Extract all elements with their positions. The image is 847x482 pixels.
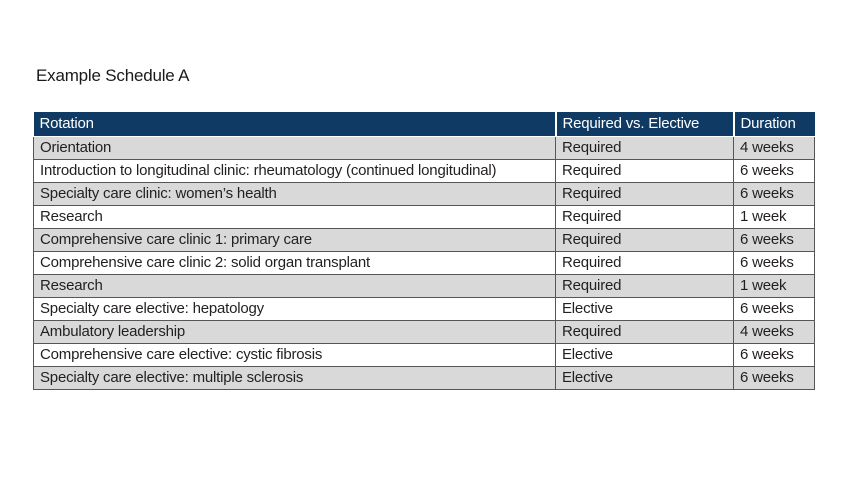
cell-required-vs-elective: Elective — [555, 296, 734, 321]
table-row: Comprehensive care elective: cystic fibr… — [33, 342, 815, 367]
cell-required-vs-elective: Required — [555, 181, 734, 206]
table-row: Specialty care elective: multiple sclero… — [33, 365, 815, 390]
cell-required-vs-elective: Elective — [555, 365, 734, 390]
cell-rotation: Research — [33, 273, 556, 298]
cell-duration: 6 weeks — [733, 227, 815, 252]
cell-required-vs-elective: Required — [555, 250, 734, 275]
table-header-row: Rotation Required vs. Elective Duration — [33, 112, 815, 137]
table-row: Specialty care clinic: women’s health Req… — [33, 181, 815, 206]
cell-required-vs-elective: Required — [555, 158, 734, 183]
schedule-table: Rotation Required vs. Elective Duration … — [33, 112, 815, 390]
cell-rotation: Orientation — [33, 135, 556, 160]
cell-rotation: Ambulatory leadership — [33, 319, 556, 344]
cell-required-vs-elective: Required — [555, 227, 734, 252]
cell-duration: 6 weeks — [733, 181, 815, 206]
cell-required-vs-elective: Required — [555, 204, 734, 229]
table-row: Orientation Required 4 weeks — [33, 135, 815, 160]
page-title: Example Schedule A — [36, 66, 190, 85]
cell-duration: 1 week — [733, 273, 815, 298]
cell-duration: 6 weeks — [733, 342, 815, 367]
table-row: Introduction to longitudinal clinic: rhe… — [33, 158, 815, 183]
column-header-required-vs-elective: Required vs. Elective — [554, 112, 734, 137]
cell-duration: 6 weeks — [733, 158, 815, 183]
table-row: Research Required 1 week — [33, 204, 815, 229]
cell-rotation: Specialty care elective: multiple sclero… — [33, 365, 556, 390]
cell-duration: 4 weeks — [733, 135, 815, 160]
cell-required-vs-elective: Required — [555, 319, 734, 344]
cell-duration: 1 week — [733, 204, 815, 229]
cell-rotation: Research — [33, 204, 556, 229]
cell-required-vs-elective: Required — [555, 273, 734, 298]
column-header-duration: Duration — [732, 112, 815, 137]
cell-required-vs-elective: Elective — [555, 342, 734, 367]
cell-rotation: Specialty care clinic: women’s health — [33, 181, 556, 206]
cell-rotation: Specialty care elective: hepatology — [33, 296, 556, 321]
cell-duration: 6 weeks — [733, 250, 815, 275]
table-row: Comprehensive care clinic 2: solid organ… — [33, 250, 815, 275]
table-row: Ambulatory leadership Required 4 weeks — [33, 319, 815, 344]
cell-duration: 6 weeks — [733, 296, 815, 321]
cell-rotation: Comprehensive care elective: cystic fibr… — [33, 342, 556, 367]
schedule-table-body: Orientation Required 4 weeks Introduction t… — [33, 135, 815, 390]
cell-rotation: Comprehensive care clinic 2: solid organ… — [33, 250, 556, 275]
column-header-rotation: Rotation — [33, 112, 556, 137]
cell-rotation: Introduction to longitudinal clinic: rhe… — [33, 158, 556, 183]
table-row: Specialty care elective: hepatology Elect… — [33, 296, 815, 321]
table-row: Comprehensive care clinic 1: primary car… — [33, 227, 815, 252]
cell-rotation: Comprehensive care clinic 1: primary car… — [33, 227, 556, 252]
cell-required-vs-elective: Required — [555, 135, 734, 160]
cell-duration: 4 weeks — [733, 319, 815, 344]
table-row: Research Required 1 week — [33, 273, 815, 298]
cell-duration: 6 weeks — [733, 365, 815, 390]
